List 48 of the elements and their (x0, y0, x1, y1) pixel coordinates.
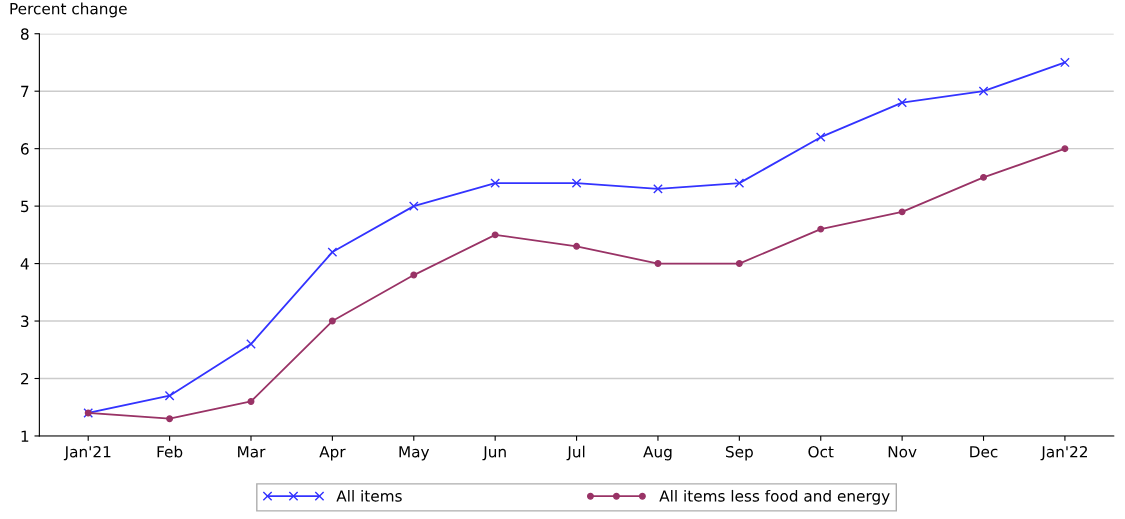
x-tick-label: Jan'21 (63, 445, 111, 461)
point (491, 231, 499, 239)
y-tick-label: 6 (21, 143, 29, 155)
point (897, 97, 907, 108)
y-tick-label: 1 (21, 430, 29, 442)
y-tick-label: 5 (21, 200, 29, 213)
point (247, 398, 255, 405)
point (328, 317, 336, 325)
point (246, 339, 256, 349)
x-tick-label: Oct (808, 445, 834, 458)
x-tick-label: Feb (157, 445, 183, 458)
point (980, 173, 987, 181)
point (410, 271, 418, 279)
legend-label: All items less food and energy (659, 489, 890, 505)
point (327, 247, 338, 257)
point (571, 178, 582, 188)
x-tick-label: Nov (888, 446, 917, 458)
x-tick-label: Apr (319, 446, 346, 461)
legend-label: All items (336, 489, 402, 502)
point (815, 132, 826, 143)
x-tick-label: Sep (725, 445, 753, 461)
point (573, 242, 581, 250)
x-tick-label: Dec (970, 446, 998, 458)
y-tick-label: 7 (21, 85, 29, 97)
point (164, 390, 175, 401)
x-tick-label: Mar (238, 446, 266, 458)
point (490, 178, 501, 188)
point (654, 260, 662, 268)
x-tick-label: May (399, 446, 430, 461)
y-tick-label: 3 (21, 315, 29, 328)
y-axis-title: Percent change (10, 2, 127, 18)
point (1060, 57, 1070, 68)
point (817, 225, 825, 233)
x-tick-label: Jun (482, 446, 506, 461)
point (735, 260, 743, 268)
point (978, 86, 989, 97)
point (1061, 145, 1069, 153)
x-tick-label: Aug (643, 446, 672, 461)
x-tick-label: Jan'22 (1040, 445, 1087, 461)
y-tick-label: 8 (20, 28, 29, 40)
point (653, 184, 663, 194)
y-tick-label: 4 (20, 258, 29, 270)
point (166, 415, 174, 423)
point (734, 178, 745, 188)
point (408, 201, 419, 211)
y-tick-label: 2 (21, 372, 29, 385)
x-tick-label: Jul (566, 445, 585, 461)
point (898, 208, 906, 216)
